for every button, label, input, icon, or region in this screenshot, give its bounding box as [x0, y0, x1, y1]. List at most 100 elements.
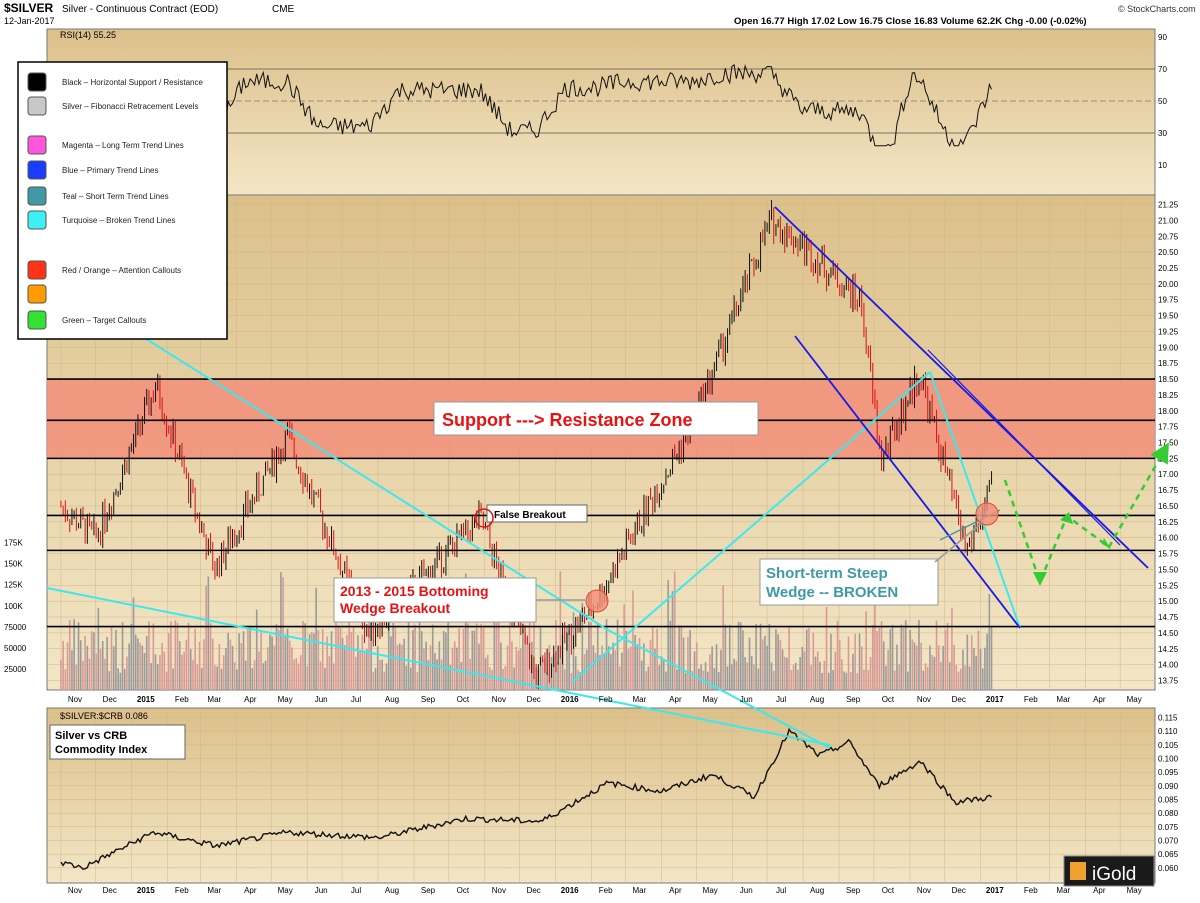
volume-bar [519, 648, 522, 690]
legend-swatch-4 [27, 186, 47, 206]
crb-tick-label: 0.085 [1158, 795, 1179, 804]
logo-text: iGold [1092, 864, 1136, 885]
volume-bar [684, 673, 687, 690]
volume-bar [909, 629, 911, 690]
volume-bar [68, 620, 71, 690]
price-tick-label: 20.25 [1158, 264, 1179, 273]
volume-bar [805, 629, 808, 690]
volume-bar [88, 658, 91, 690]
volume-bar [711, 646, 713, 690]
volume-bar [660, 656, 663, 690]
volume-bar [189, 649, 192, 690]
volume-bar [449, 665, 452, 690]
volume-bar [192, 659, 194, 690]
x-tick-label: May [703, 695, 718, 704]
price-tick-label: 19.25 [1158, 327, 1179, 336]
x-tick-label: Jun [740, 695, 753, 704]
volume-bar [761, 639, 764, 690]
price-tick-label: 20.75 [1158, 232, 1179, 241]
price-tick-label: 16.00 [1158, 534, 1179, 543]
volume-bar [434, 653, 436, 690]
crb-series-line [60, 727, 992, 870]
volume-bar [671, 591, 674, 690]
volume-bar [396, 645, 399, 690]
volume-bar [156, 664, 159, 690]
volume-bar [249, 629, 251, 690]
volume-bar [581, 602, 584, 690]
volume-bar [286, 628, 289, 690]
description: Silver - Continuous Contract (EOD) [62, 4, 218, 15]
volume-bar [768, 624, 771, 690]
volume-bar [471, 630, 474, 690]
volume-bar [159, 655, 161, 690]
volume-bar [233, 662, 236, 690]
x-tick-label: Nov [492, 886, 506, 895]
volume-bars [60, 571, 993, 690]
volume-bar [601, 645, 603, 690]
x-tick-label: Jul [351, 886, 361, 895]
rsi-tick-label: 30 [1158, 129, 1167, 138]
volume-bar [889, 629, 892, 690]
crb-label-line2: Commodity Index [55, 744, 148, 756]
volume-bar [823, 660, 826, 690]
volume-bar [255, 609, 258, 690]
x-tick-label: Oct [882, 886, 895, 895]
volume-bar [242, 631, 245, 690]
volume-bar [814, 656, 817, 690]
rsi-tick-label: 70 [1158, 65, 1167, 74]
volume-bar [95, 653, 97, 690]
x-tick-label: Jul [776, 886, 786, 895]
volume-bar [473, 630, 476, 690]
volume-bar [462, 628, 465, 690]
volume-bar [812, 632, 815, 690]
volume-bar [282, 577, 284, 690]
x-tick-label: Dec [952, 695, 966, 704]
x-tick-label: 2015 [137, 695, 155, 704]
volume-bar [77, 622, 80, 690]
x-tick-label: 2016 [561, 695, 579, 704]
volume-bar [704, 662, 707, 690]
volume-bar [713, 668, 716, 690]
volume-bar [324, 667, 326, 690]
volume-bar [632, 590, 634, 690]
volume-bar [777, 634, 779, 690]
volume-bar [416, 672, 419, 690]
volume-bar [687, 636, 689, 690]
x-tick-label: Apr [669, 886, 682, 895]
price-tick-label: 18.25 [1158, 391, 1179, 400]
price-tick-label: 15.00 [1158, 597, 1179, 606]
x-tick-label: Apr [244, 886, 257, 895]
volume-bar [948, 662, 951, 690]
volume-bar [891, 624, 894, 690]
volume-bar [90, 631, 93, 690]
volume-bar [594, 652, 597, 690]
price-tick-label: 19.50 [1158, 312, 1179, 321]
volume-bar [706, 671, 709, 690]
legend-label-4: Teal – Short Term Trend Lines [62, 192, 169, 201]
volume-bar [579, 672, 581, 690]
volume-bar [258, 651, 260, 690]
volume-bar [445, 632, 447, 690]
legend-swatch-8 [27, 310, 47, 330]
x-tick-label: Feb [1024, 886, 1038, 895]
date: 12-Jan-2017 [4, 16, 55, 26]
volume-bar [288, 640, 291, 690]
volume-bar [544, 657, 546, 690]
volume-bar [907, 671, 909, 690]
volume-bar [86, 646, 89, 690]
volume-bar [145, 636, 148, 690]
volume-bar [198, 641, 201, 690]
turquoise-wedge-extension [607, 629, 831, 749]
volume-bar [220, 668, 223, 690]
volume-bar [678, 625, 680, 690]
volume-bar [878, 627, 881, 690]
volume-tick-label: 50000 [4, 644, 27, 653]
legend-label-3: Blue – Primary Trend Lines [62, 166, 159, 175]
volume-bar [524, 634, 526, 690]
zone-annotation: Support ---> Resistance Zone [433, 401, 759, 436]
volume-bar [62, 640, 64, 690]
volume-bar [456, 647, 458, 690]
x-tick-label: Feb [1024, 695, 1038, 704]
volume-bar [783, 656, 786, 690]
legend-swatch-5 [27, 210, 47, 230]
